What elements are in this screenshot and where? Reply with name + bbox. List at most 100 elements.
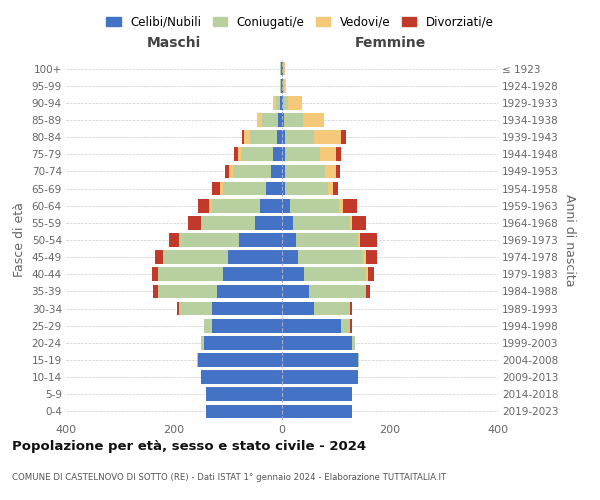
Bar [239, 233, 282, 247]
Bar [349, 216, 352, 230]
Bar [198, 199, 209, 212]
Bar [368, 268, 374, 281]
Bar [282, 319, 341, 332]
Bar [285, 164, 325, 178]
Bar [349, 302, 352, 316]
Bar [163, 250, 228, 264]
Bar [212, 302, 282, 316]
Bar [204, 319, 212, 332]
Bar [233, 164, 271, 178]
Bar [284, 113, 302, 127]
Text: Maschi: Maschi [147, 36, 201, 50]
Bar [338, 199, 343, 212]
Bar [280, 79, 281, 92]
Bar [282, 302, 314, 316]
Bar [241, 130, 244, 144]
Bar [343, 199, 356, 212]
Bar [325, 164, 336, 178]
Bar [228, 250, 282, 264]
Bar [282, 284, 309, 298]
Bar [266, 182, 282, 196]
Text: Femmine: Femmine [355, 36, 425, 50]
Bar [328, 182, 334, 196]
Bar [283, 96, 289, 110]
Bar [204, 336, 282, 349]
Bar [284, 62, 285, 76]
Bar [290, 199, 339, 212]
Bar [197, 353, 198, 367]
Bar [282, 250, 298, 264]
Bar [220, 182, 223, 196]
Bar [201, 216, 255, 230]
Bar [276, 96, 280, 110]
Bar [302, 113, 324, 127]
Bar [206, 388, 282, 401]
Bar [285, 148, 320, 161]
Bar [320, 148, 336, 161]
Bar [154, 284, 158, 298]
Bar [282, 113, 284, 127]
Bar [358, 233, 360, 247]
Bar [289, 96, 302, 110]
Bar [363, 250, 366, 264]
Bar [176, 302, 179, 316]
Bar [282, 388, 352, 401]
Bar [282, 130, 285, 144]
Bar [298, 250, 363, 264]
Bar [155, 250, 163, 264]
Bar [179, 302, 212, 316]
Bar [225, 164, 229, 178]
Bar [349, 319, 352, 332]
Bar [304, 268, 366, 281]
Y-axis label: Anni di nascita: Anni di nascita [563, 194, 575, 286]
Bar [260, 199, 282, 212]
Bar [314, 302, 349, 316]
Bar [314, 130, 341, 144]
Bar [341, 319, 349, 332]
Bar [223, 182, 266, 196]
Bar [250, 130, 277, 144]
Bar [234, 148, 238, 161]
Bar [274, 96, 276, 110]
Bar [244, 130, 250, 144]
Bar [255, 216, 282, 230]
Bar [241, 148, 274, 161]
Bar [282, 268, 304, 281]
Bar [282, 62, 283, 76]
Bar [282, 216, 293, 230]
Bar [158, 268, 223, 281]
Bar [169, 233, 179, 247]
Y-axis label: Fasce di età: Fasce di età [13, 202, 26, 278]
Bar [282, 164, 285, 178]
Bar [282, 353, 358, 367]
Bar [282, 370, 358, 384]
Bar [201, 370, 282, 384]
Bar [201, 336, 204, 349]
Bar [285, 130, 314, 144]
Bar [282, 233, 296, 247]
Bar [352, 216, 366, 230]
Bar [336, 164, 340, 178]
Bar [309, 284, 366, 298]
Bar [217, 284, 282, 298]
Bar [336, 148, 341, 161]
Bar [366, 268, 368, 281]
Bar [280, 96, 282, 110]
Bar [282, 148, 285, 161]
Bar [284, 79, 286, 92]
Text: COMUNE DI CASTELNOVO DI SOTTO (RE) - Dati ISTAT 1° gennaio 2024 - Elaborazione T: COMUNE DI CASTELNOVO DI SOTTO (RE) - Dat… [12, 473, 446, 482]
Bar [223, 268, 282, 281]
Bar [282, 336, 352, 349]
Bar [212, 182, 220, 196]
Bar [271, 164, 282, 178]
Bar [285, 182, 328, 196]
Bar [179, 233, 239, 247]
Bar [282, 96, 283, 110]
Bar [198, 353, 282, 367]
Bar [283, 79, 284, 92]
Bar [282, 199, 290, 212]
Bar [366, 284, 370, 298]
Bar [212, 319, 282, 332]
Bar [366, 250, 377, 264]
Bar [206, 404, 282, 418]
